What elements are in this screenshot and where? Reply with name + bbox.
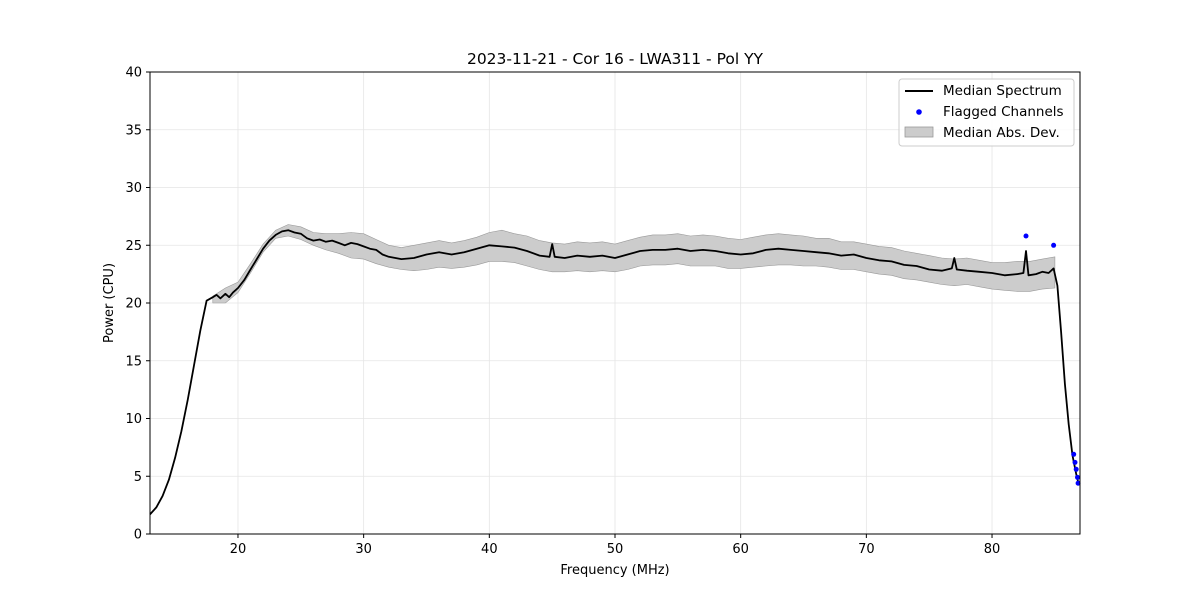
y-tick-label: 30 [125,181,142,196]
x-tick-label: 40 [481,542,498,557]
mad-band [212,224,1056,304]
flagged-channel-point [1075,480,1081,486]
y-tick-label: 25 [125,239,142,254]
legend-label-flagged: Flagged Channels [943,104,1064,120]
legend: Median Spectrum Flagged Channels Median … [898,78,1075,147]
legend-label-mad: Median Abs. Dev. [943,125,1060,141]
axis-ticks: 20 30 40 50 60 70 80 0 5 10 15 20 25 30 35 40 [125,66,1000,558]
legend-box [898,78,1075,147]
y-tick-label: 5 [134,470,142,485]
y-tick-label: 20 [125,297,142,312]
y-tick-label: 10 [125,412,142,427]
flagged-channel-point [1073,466,1079,472]
flagged-channel-point [1071,451,1077,457]
y-axis-label: Power (CPU) [102,263,117,343]
y-tick-label: 40 [125,66,142,81]
legend-swatch-mad [904,126,934,138]
legend-swatch-flagged [916,109,922,115]
flagged-channel-point [1051,242,1057,248]
flagged-channel-point [1072,459,1078,465]
chart-title: 2023-11-21 - Cor 16 - LWA311 - Pol YY [467,50,764,68]
median-spectrum-line [149,229,1080,516]
x-tick-label: 60 [732,542,749,557]
x-tick-label: 50 [607,542,624,557]
flagged-channel-point [1075,474,1080,480]
y-tick-label: 35 [125,123,142,138]
legend-label-median: Median Spectrum [943,83,1062,99]
x-tick-label: 80 [984,542,1001,557]
plot-area [149,224,1081,516]
x-tick-label: 30 [355,542,372,557]
y-tick-label: 0 [134,528,142,543]
flagged-channel-point [1023,233,1029,239]
x-tick-label: 20 [230,542,247,557]
x-tick-label: 70 [858,542,875,557]
x-axis-label: Frequency (MHz) [560,563,669,578]
y-tick-label: 15 [125,354,142,369]
